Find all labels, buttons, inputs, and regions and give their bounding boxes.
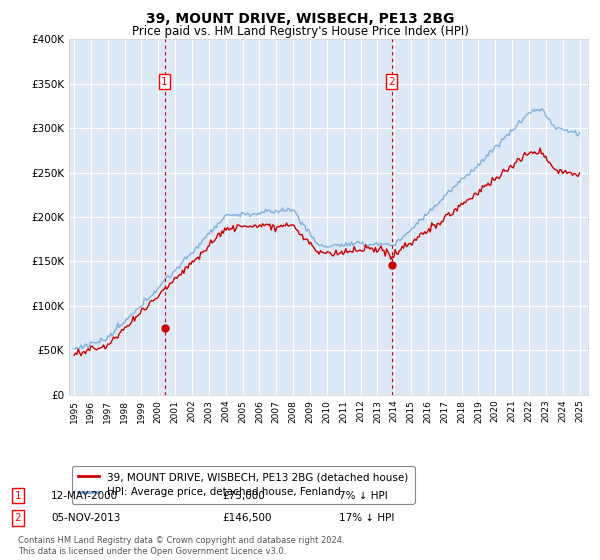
Text: 1: 1 [161,77,168,87]
Text: 2: 2 [388,77,395,87]
Text: £75,000: £75,000 [222,491,265,501]
Text: Price paid vs. HM Land Registry's House Price Index (HPI): Price paid vs. HM Land Registry's House … [131,25,469,38]
Text: 39, MOUNT DRIVE, WISBECH, PE13 2BG: 39, MOUNT DRIVE, WISBECH, PE13 2BG [146,12,454,26]
Text: £146,500: £146,500 [222,513,271,523]
Text: Contains HM Land Registry data © Crown copyright and database right 2024.
This d: Contains HM Land Registry data © Crown c… [18,536,344,556]
Text: 7% ↓ HPI: 7% ↓ HPI [339,491,388,501]
Text: 1: 1 [14,491,22,501]
Text: 05-NOV-2013: 05-NOV-2013 [51,513,121,523]
Text: 2: 2 [14,513,22,523]
Legend: 39, MOUNT DRIVE, WISBECH, PE13 2BG (detached house), HPI: Average price, detache: 39, MOUNT DRIVE, WISBECH, PE13 2BG (deta… [71,466,415,503]
Text: 12-MAY-2000: 12-MAY-2000 [51,491,118,501]
Text: 17% ↓ HPI: 17% ↓ HPI [339,513,394,523]
